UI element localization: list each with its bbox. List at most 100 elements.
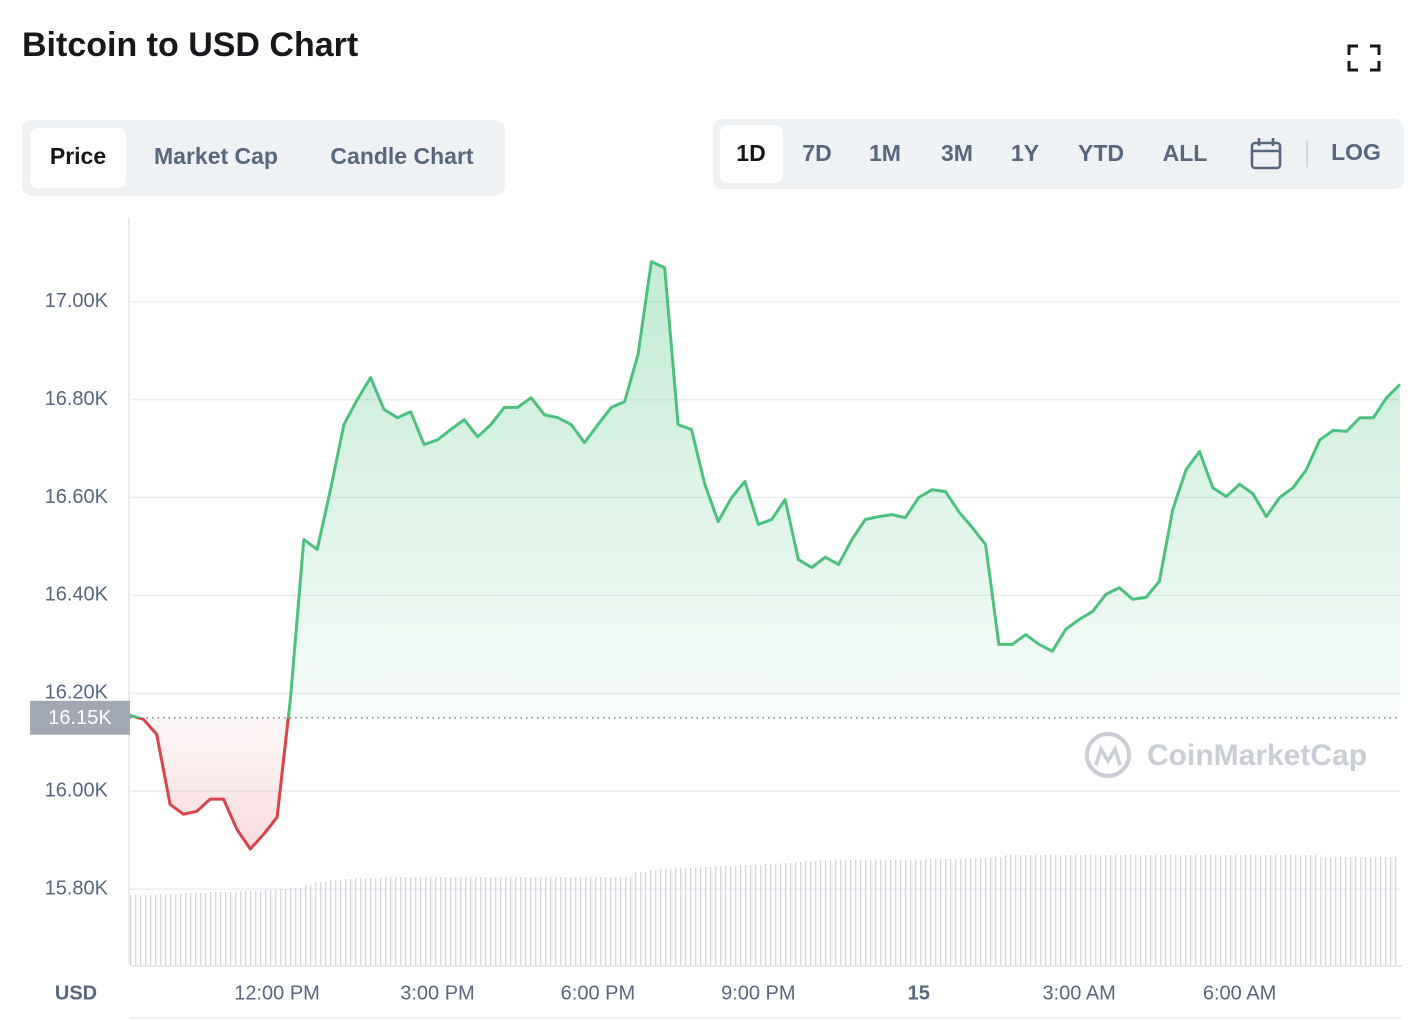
volume-bar	[976, 858, 990, 965]
volume-bar	[659, 869, 673, 965]
volume-bar	[1175, 855, 1189, 965]
volume-bar	[1108, 855, 1123, 965]
volume-bar	[712, 866, 726, 965]
volume-bar	[1135, 855, 1149, 965]
range-button[interactable]: YTD	[1078, 140, 1124, 166]
volume-bar	[1333, 857, 1348, 965]
volume-bar	[698, 867, 713, 965]
volume-bar	[460, 877, 474, 965]
volume-bar	[632, 872, 646, 965]
volume-bar	[936, 859, 951, 965]
volume-bar	[738, 865, 752, 965]
volume-bar	[513, 877, 527, 965]
volume-bar	[1360, 857, 1374, 965]
volume-bar	[354, 878, 369, 965]
active-tab	[30, 128, 126, 188]
volume-bar	[950, 859, 964, 965]
watermark-logo	[1094, 744, 1122, 766]
volume-bar	[1373, 857, 1387, 965]
volume-bar	[1042, 855, 1057, 965]
volume-bar	[1056, 855, 1070, 965]
volume-bar	[156, 894, 170, 965]
volume-bar	[1148, 855, 1162, 965]
volume-bar	[1320, 857, 1334, 965]
fullscreen-icon[interactable]	[1347, 44, 1381, 72]
volume-bar	[910, 860, 924, 965]
volume-bar	[579, 877, 594, 965]
x-tick-label: 15	[908, 982, 930, 1004]
volume-bar	[685, 868, 699, 965]
volume-bar	[791, 862, 805, 965]
volume-bar	[923, 859, 937, 965]
range-button[interactable]: 1Y	[1011, 140, 1039, 166]
baseline-label-box	[30, 700, 130, 735]
tab[interactable]: Candle Chart	[330, 143, 473, 169]
volume-bar	[1122, 855, 1136, 965]
volume-bar	[645, 870, 660, 965]
volume-bar	[765, 864, 779, 965]
volume-bar	[328, 880, 342, 965]
volume-bar	[473, 877, 488, 965]
volume-bar	[169, 894, 183, 965]
range-button[interactable]: 7D	[802, 140, 831, 166]
volume-bar	[1016, 855, 1030, 965]
tab[interactable]: Market Cap	[154, 143, 278, 169]
volume-bar	[1082, 855, 1096, 965]
plot: 15.80K 16.00K 16.20K 16.40K 16.60K 16.80K 17.0…	[30, 218, 1402, 1019]
volume-bar	[1069, 855, 1083, 965]
volume-bar	[301, 885, 316, 965]
calendar-icon[interactable]	[1250, 138, 1282, 170]
volume-bar	[619, 877, 633, 965]
volume-bar	[1029, 855, 1043, 965]
volume-bar	[884, 860, 898, 965]
range-button[interactable]: 1M	[869, 140, 901, 166]
volume-bar	[526, 877, 541, 965]
y-tick-label: 16.20K	[45, 682, 109, 704]
x-tick-label: 6:00 PM	[561, 982, 635, 1004]
volume-bar	[844, 860, 858, 965]
volume-bar	[1241, 855, 1255, 965]
volume-bar	[817, 860, 832, 965]
volume-bar	[989, 857, 1004, 965]
x-tick-label: 3:00 PM	[400, 982, 474, 1004]
y-tick-label: 16.40K	[45, 584, 109, 606]
volume-bar	[130, 895, 144, 965]
volume-bar	[262, 890, 276, 965]
area-fill	[130, 261, 1400, 850]
volume-bar	[778, 863, 792, 965]
volume-bar	[1201, 855, 1215, 965]
volume-bar	[421, 877, 435, 965]
volume-bar	[1188, 855, 1202, 965]
tab[interactable]: Price	[50, 143, 106, 169]
volume-bar	[1228, 855, 1242, 965]
volume-bar	[1254, 855, 1268, 965]
volume-bar	[196, 893, 210, 965]
volume-bar	[870, 860, 885, 965]
volume-bar	[381, 877, 395, 965]
volume-bar	[143, 895, 157, 965]
volume-bar	[407, 877, 422, 965]
volume-bar	[1267, 855, 1281, 965]
price-line	[129, 260, 1402, 851]
volume-bar	[672, 868, 686, 965]
y-tick-label: 17.00K	[45, 290, 109, 312]
x-tick-label: 3:00 AM	[1042, 982, 1115, 1004]
range-button[interactable]: ALL	[1163, 140, 1208, 166]
log-button[interactable]: LOG	[1331, 139, 1381, 165]
volume-bar	[897, 860, 911, 965]
range-button[interactable]: 3M	[941, 140, 973, 166]
baseline-label: 16.15K	[48, 707, 112, 729]
volume-bar	[1307, 855, 1321, 965]
volume-bar	[249, 891, 263, 965]
watermark: CoinMarketCap	[1085, 732, 1367, 778]
volume-bar	[487, 877, 501, 965]
volume-bar	[394, 877, 408, 965]
range-button[interactable]: 1D	[736, 140, 765, 166]
volume-bar	[275, 889, 289, 965]
y-tick-label: 15.80K	[45, 877, 109, 899]
volume-bar	[1347, 857, 1361, 965]
volume-bar	[751, 865, 765, 965]
volume-bar	[1003, 855, 1017, 965]
volume-bar	[963, 858, 977, 965]
